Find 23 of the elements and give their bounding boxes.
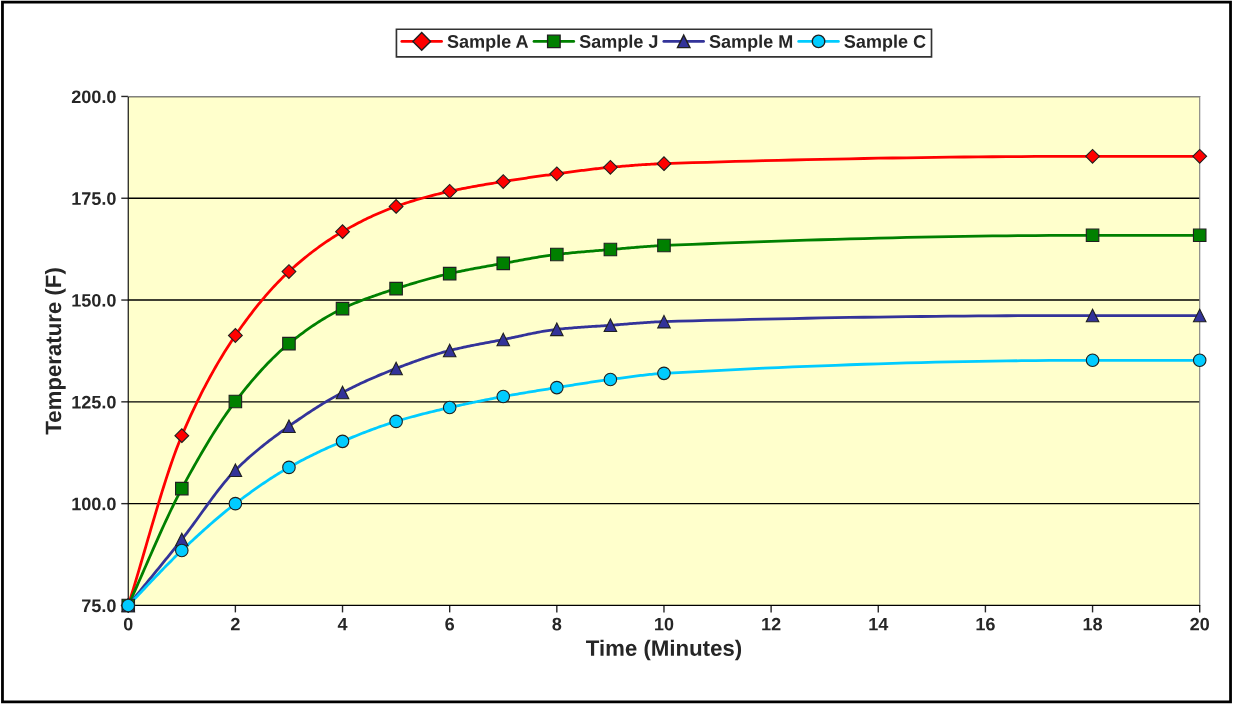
legend-label: Sample M xyxy=(709,34,793,52)
x-axis-title: Time (Minutes) xyxy=(586,639,742,661)
legend-label: Sample A xyxy=(447,34,529,52)
x-tick-label: 18 xyxy=(1083,617,1103,631)
legend-label: Sample C xyxy=(844,34,926,52)
y-tick-label: 200.0 xyxy=(71,90,116,104)
x-tick-label: 10 xyxy=(655,617,674,631)
x-tick-label: 12 xyxy=(762,617,781,631)
x-tick-label: 4 xyxy=(337,617,348,631)
x-tick-label: 14 xyxy=(869,617,889,631)
x-tick-label: 0 xyxy=(123,617,133,631)
y-tick-label: 100.0 xyxy=(72,497,116,511)
y-axis-title: Temperature (F) xyxy=(44,268,66,435)
legend-label: Sample J xyxy=(579,34,658,52)
y-tick-label: 125.0 xyxy=(72,395,116,409)
x-tick-label: 16 xyxy=(976,617,995,631)
y-tick-label: 175.0 xyxy=(72,192,116,205)
x-tick-label: 2 xyxy=(230,617,240,631)
y-tick-label: 150.0 xyxy=(72,293,116,307)
y-tick-label: 75.0 xyxy=(82,599,116,613)
x-tick-label: 6 xyxy=(445,617,455,631)
x-tick-label: 8 xyxy=(552,617,562,631)
x-tick-label: 20 xyxy=(1190,617,1210,631)
